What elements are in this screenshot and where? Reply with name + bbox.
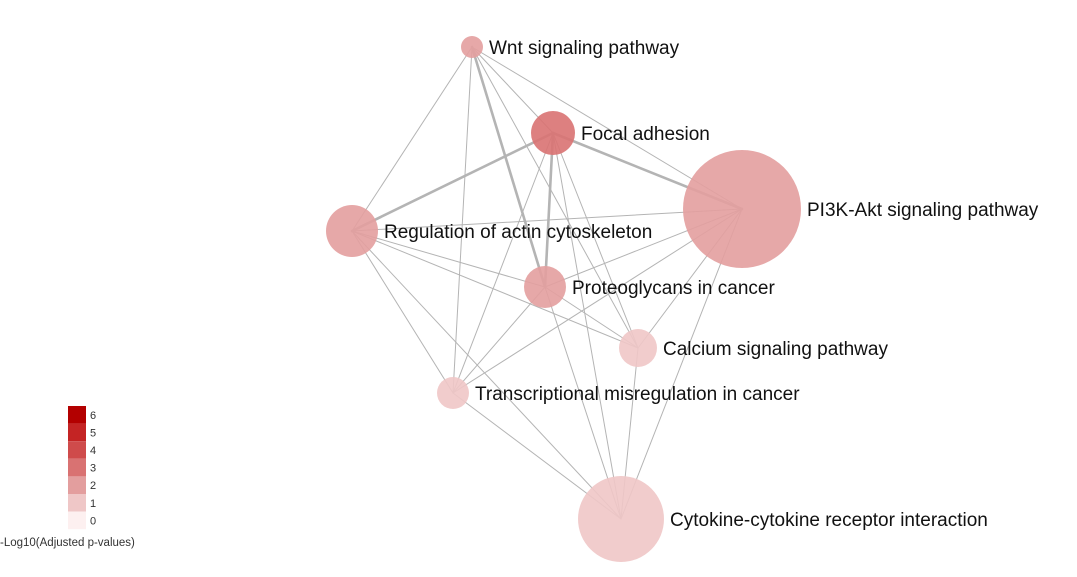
legend-swatch-0 <box>68 511 86 530</box>
edge-focal-calcium <box>552 132 639 349</box>
edge-focal-cytokine <box>552 132 622 520</box>
node-pi3k[interactable] <box>683 150 801 268</box>
node-label-focal: Focal adhesion <box>581 124 710 145</box>
node-label-calcium: Calcium signaling pathway <box>663 339 888 360</box>
edge-wnt-actin <box>351 46 473 232</box>
node-label-proteo: Proteoglycans in cancer <box>572 278 775 299</box>
node-label-transcr: Transcriptional misregulation in cancer <box>475 384 800 405</box>
node-label-cytokine: Cytokine-cytokine receptor interaction <box>670 510 988 531</box>
color-legend: 6 5 4 3 2 1 0 -Log10(Adjusted p-values) <box>0 406 135 549</box>
legend-tick-label: 1 <box>90 498 96 510</box>
legend-tick-label: 6 <box>90 410 96 422</box>
legend-swatch-1 <box>68 494 86 512</box>
edge-wnt-transcr <box>452 46 473 394</box>
labels-layer: Wnt signaling pathway Focal adhesion PI3K-… <box>384 38 1039 531</box>
node-focal[interactable] <box>531 111 575 155</box>
edge-pi3k-actin <box>351 208 743 232</box>
node-cytokine[interactable] <box>578 476 664 562</box>
legend-swatch-5 <box>68 423 86 442</box>
edge-proteo-transcr <box>452 286 546 394</box>
nodes-layer <box>326 36 801 562</box>
node-actin[interactable] <box>326 205 378 257</box>
edge-focal-proteo <box>543 131 555 289</box>
legend-swatch-3 <box>68 458 86 477</box>
legend-swatch-2 <box>68 476 86 494</box>
edge-wnt-proteo <box>470 45 547 289</box>
edge-actin-calcium <box>351 230 639 349</box>
edge-focal-transcr <box>452 132 554 394</box>
node-wnt[interactable] <box>461 36 483 58</box>
edge-wnt-calcium <box>471 46 639 349</box>
edge-actin-transcr <box>351 230 454 394</box>
node-label-pi3k: PI3K-Akt signaling pathway <box>807 200 1039 221</box>
legend-tick-label: 0 <box>90 515 96 527</box>
edges-layer <box>350 45 744 520</box>
node-label-wnt: Wnt signaling pathway <box>489 38 680 59</box>
edge-actin-cytokine <box>351 230 622 520</box>
legend-tick-label: 4 <box>90 445 96 457</box>
node-label-actin: Regulation of actin cytoskeleton <box>384 222 652 243</box>
legend-swatches <box>68 406 86 530</box>
edge-actin-proteo <box>351 230 546 288</box>
legend-tick-label: 5 <box>90 427 96 439</box>
legend-swatch-4 <box>68 441 86 459</box>
legend-title: -Log10(Adjusted p-values) <box>0 537 135 549</box>
node-transcr[interactable] <box>437 377 469 409</box>
legend-tick-label: 3 <box>90 463 96 475</box>
node-proteo[interactable] <box>524 266 566 308</box>
node-calcium[interactable] <box>619 329 657 367</box>
legend-swatch-6 <box>68 406 86 424</box>
edge-focal-actin <box>350 131 555 233</box>
legend-tick-label: 2 <box>90 480 96 492</box>
legend-ticks: 6 5 4 3 2 1 0 <box>90 410 96 528</box>
